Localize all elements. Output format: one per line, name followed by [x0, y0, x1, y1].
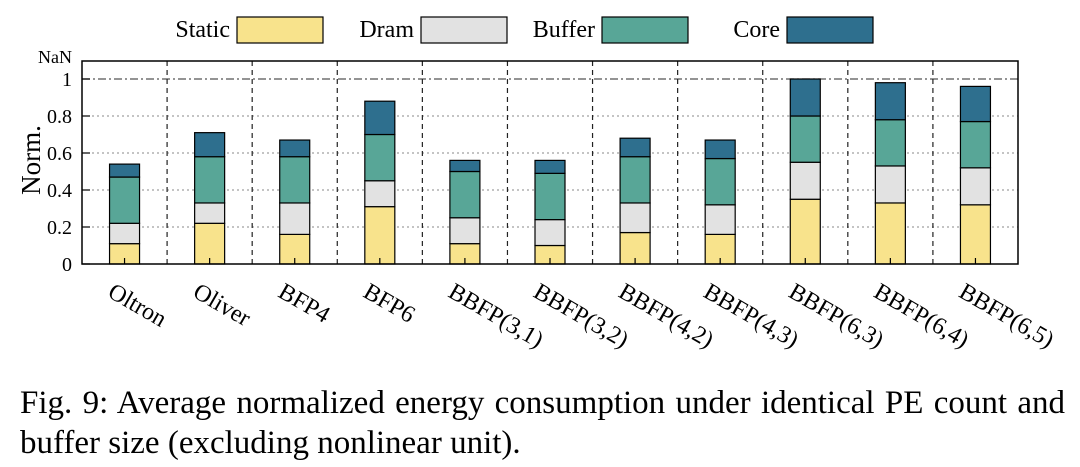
legend-swatch-static	[236, 16, 324, 44]
bar-bbfp-6-4-core	[874, 82, 906, 121]
figure-caption: Fig. 9: Average normalized energy consum…	[20, 385, 1065, 461]
bar-bbfp-6-4-buffer	[874, 119, 906, 167]
bar-bfp6-static	[364, 206, 396, 265]
bar-bbfp-4-3-buffer	[704, 157, 736, 206]
y-tick-label-1: 0.2	[47, 217, 72, 239]
x-tick-label-10: BBFP(6,5)	[954, 279, 1058, 354]
bar-bfp6-dram	[364, 180, 396, 208]
bar-bbfp-3-1-buffer	[449, 170, 481, 219]
x-tick-label-3: BFP6	[359, 279, 419, 329]
x-tick-label-4: BBFP(3,1)	[444, 279, 548, 354]
y-axis-label: Norm.	[16, 125, 46, 195]
bar-oltron-dram	[108, 222, 141, 245]
bar-bbfp-4-3-dram	[704, 204, 736, 236]
y-tick-label-2: 0.4	[47, 180, 72, 202]
legend-swatch-dram	[420, 16, 508, 44]
legend-swatch-buffer	[601, 16, 689, 44]
bar-bfp4-dram	[279, 202, 311, 235]
bar-bbfp-6-5-core	[959, 85, 992, 123]
legend-label-dram: Dram	[359, 17, 414, 43]
bar-bbfp-6-4-static	[874, 202, 906, 265]
bar-bfp6-core	[364, 100, 396, 136]
bar-bbfp-6-3-dram	[789, 161, 821, 200]
bar-bfp4-core	[279, 139, 311, 158]
bar-bbfp-4-3-core	[704, 139, 736, 160]
bar-bbfp-3-2-core	[534, 159, 566, 174]
x-tick-label-2: BFP4	[274, 279, 334, 329]
legend: Static Dram Buffer Core	[175, 16, 874, 44]
bar-bbfp-6-4-dram	[874, 165, 906, 204]
x-axis-ticks: Oltron Oliver BFP4 BFP6 BBFP(3,1)BBFP(3,2)BB…	[104, 258, 1058, 354]
bar-oliver-buffer	[194, 156, 226, 204]
legend-label-static: Static	[175, 17, 230, 43]
grid	[82, 61, 1018, 264]
bar-bbfp-3-2-buffer	[534, 172, 566, 221]
y-tick-label-4: 0.8	[47, 106, 72, 128]
bar-bbfp-6-5-dram	[959, 167, 992, 206]
legend-label-core: Core	[733, 17, 780, 43]
bar-oliver-dram	[194, 202, 226, 224]
bar-bbfp-6-3-static	[789, 198, 821, 265]
bar-bbfp-3-2-dram	[534, 219, 566, 247]
x-tick-label-8: BBFP(6,3)	[784, 279, 888, 354]
bar-bbfp-3-1-dram	[449, 217, 481, 245]
bar-bbfp-3-1-core	[449, 159, 481, 173]
bar-bfp4-buffer	[279, 156, 311, 204]
bar-bbfp-6-5-static	[959, 204, 992, 265]
bar-oliver-core	[194, 132, 226, 158]
y-top-label: NaN	[38, 47, 72, 67]
bars	[108, 78, 992, 265]
bar-bbfp-6-5-buffer	[959, 120, 992, 169]
bar-bbfp-4-2-buffer	[619, 156, 651, 204]
y-tick-label-3: 0.6	[47, 143, 72, 165]
x-tick-label-9: BBFP(6,4)	[869, 279, 973, 354]
x-tick-label-7: BBFP(4,3)	[699, 279, 803, 354]
bar-oltron-buffer	[108, 176, 141, 224]
bar-bbfp-6-3-buffer	[789, 115, 821, 163]
bar-oliver-static	[194, 222, 226, 265]
bar-bbfp-4-2-core	[619, 137, 651, 158]
x-tick-label-5: BBFP(3,2)	[529, 279, 633, 354]
legend-label-buffer: Buffer	[533, 17, 595, 43]
bar-bbfp-4-2-dram	[619, 202, 651, 234]
y-tick-label-5: 1	[62, 69, 72, 91]
y-tick-label-0: 0	[62, 254, 72, 276]
x-tick-label-0: Oltron	[104, 279, 171, 333]
x-tick-label-1: Oliver	[189, 279, 255, 332]
bar-oltron-core	[108, 163, 141, 178]
bar-bbfp-6-3-core	[789, 78, 821, 117]
legend-swatch-core	[786, 16, 874, 44]
x-tick-label-6: BBFP(4,2)	[614, 279, 718, 354]
bar-bfp6-buffer	[364, 133, 396, 182]
